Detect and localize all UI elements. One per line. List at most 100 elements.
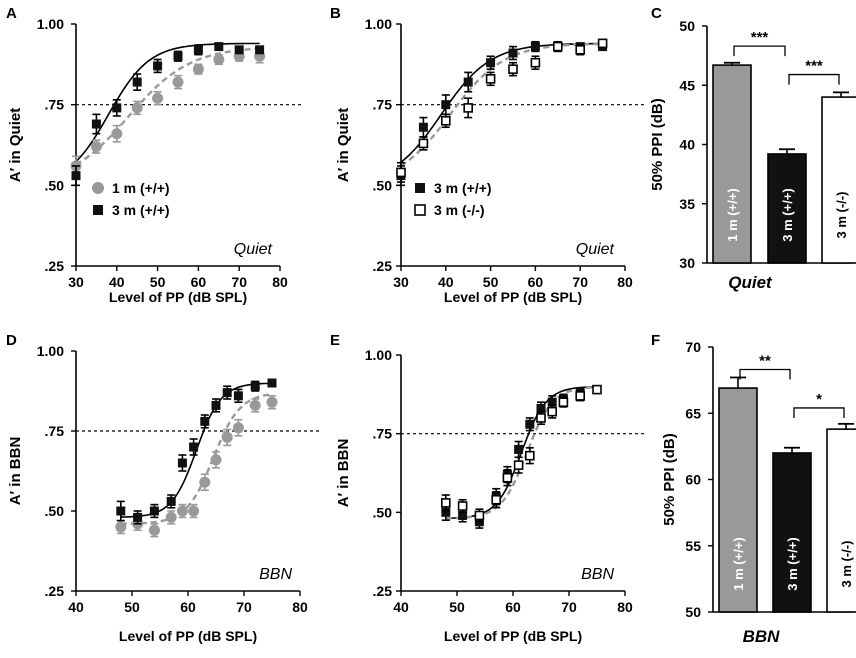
data-point (188, 505, 200, 517)
data-point (575, 45, 586, 55)
x-tick-label: 60 (528, 274, 544, 290)
panel-b: .25 .50 .75 1.00 30 40 50 60 70 80 Level of PP (dB… (330, 5, 647, 305)
data-point (440, 116, 451, 126)
y-tick-label: 30 (679, 255, 695, 271)
y-tick-label: 70 (685, 339, 701, 355)
data-point (234, 45, 244, 55)
condition-label: BBN (259, 566, 292, 583)
y-axis-label: A′ in Quiet (7, 108, 24, 182)
bar-label: 3 m (+/+) (785, 537, 800, 590)
fit-curve (400, 42, 603, 163)
bar-label: 3 m (-/-) (834, 192, 849, 239)
data-point (524, 450, 535, 461)
data-point (249, 399, 261, 411)
data-point (173, 51, 183, 61)
data-point (71, 171, 81, 181)
x-tick-label: 40 (109, 274, 125, 290)
significance-bracket (793, 407, 845, 418)
data-point (458, 510, 468, 520)
data-point (192, 63, 204, 75)
legend-label: 1 m (+/+) (112, 180, 170, 196)
data-point (513, 460, 524, 470)
data-point (502, 472, 513, 483)
data-point (592, 384, 602, 395)
y-tick-label: 1.00 (37, 343, 64, 359)
panel-label: A (6, 5, 17, 22)
data-point (91, 119, 101, 129)
data-point (116, 506, 126, 516)
x-tick-label: 80 (272, 274, 288, 290)
fit-curve (400, 42, 603, 167)
y-tick-label: 60 (685, 472, 701, 488)
data-point (255, 45, 265, 55)
condition-label: Quiet (728, 273, 773, 292)
fit-curve (75, 42, 260, 163)
y-tick-label: .50 (45, 503, 65, 519)
x-tick-label: 80 (617, 274, 633, 290)
data-point (396, 167, 406, 178)
significance-label: ** (759, 353, 771, 370)
x-tick-label: 50 (150, 274, 166, 290)
data-point (485, 74, 496, 84)
legend-marker (93, 205, 103, 215)
data-point (111, 128, 123, 140)
y-axis-label: A′ in BBN (335, 439, 352, 508)
x-tick-label: 30 (393, 274, 409, 290)
data-point (266, 396, 278, 408)
bar-label: 1 m (+/+) (731, 537, 746, 590)
y-tick-label: .50 (45, 177, 65, 193)
panel-e: .25 .50 .75 1.00 40 50 60 70 80 Level of PP (dB S… (330, 332, 647, 644)
legend-marker (415, 183, 425, 193)
legend-label: 3 m (+/+) (434, 180, 492, 196)
bar (718, 387, 758, 613)
data-point (213, 53, 225, 65)
data-point (457, 501, 468, 511)
x-tick-label: 70 (231, 274, 247, 290)
data-point (172, 76, 184, 88)
y-tick-label: 1.00 (365, 347, 392, 363)
y-tick-label: .25 (373, 583, 393, 599)
bar-label: 3 m (+/+) (780, 188, 795, 241)
panel-c: 30 35 40 45 50 1 m (+/+) 3 m (+/+) 3 m (-/-) ***… (649, 5, 856, 292)
data-point (148, 524, 160, 536)
y-tick-label: 50 (679, 18, 695, 34)
y-tick-label: .50 (373, 504, 393, 520)
x-tick-label: 70 (572, 274, 588, 290)
y-tick-label: .75 (373, 426, 393, 442)
data-point (552, 41, 563, 52)
x-tick-label: 30 (68, 274, 84, 290)
data-point (530, 42, 540, 52)
data-point (112, 103, 122, 113)
x-tick-label: 70 (561, 599, 577, 615)
significance-label: * (816, 391, 822, 408)
data-point (193, 45, 203, 55)
data-point (508, 64, 518, 74)
bar (767, 153, 807, 264)
x-axis-label: Level of PP (dB SPL) (119, 628, 257, 644)
data-point (536, 413, 546, 423)
x-tick-label: 80 (617, 599, 633, 615)
data-point (211, 400, 221, 410)
data-point (597, 38, 608, 49)
y-tick-label: 55 (685, 538, 701, 554)
data-point (463, 103, 474, 113)
y-tick-label: 35 (679, 196, 695, 212)
condition-label: BBN (743, 627, 781, 646)
y-tick-label: .50 (373, 177, 393, 193)
significance-bracket (733, 45, 786, 57)
data-point (440, 498, 451, 508)
fit-curve (75, 47, 260, 166)
y-tick-label: 50 (685, 604, 701, 620)
data-point (267, 378, 277, 388)
significance-bracket (739, 368, 791, 380)
significance-bracket (788, 73, 840, 85)
data-point (474, 510, 485, 521)
significance-label: *** (805, 58, 823, 75)
data-point (575, 391, 586, 401)
data-point (149, 506, 159, 516)
fit-curve (120, 393, 273, 525)
data-point (418, 138, 429, 149)
data-point (189, 442, 199, 452)
